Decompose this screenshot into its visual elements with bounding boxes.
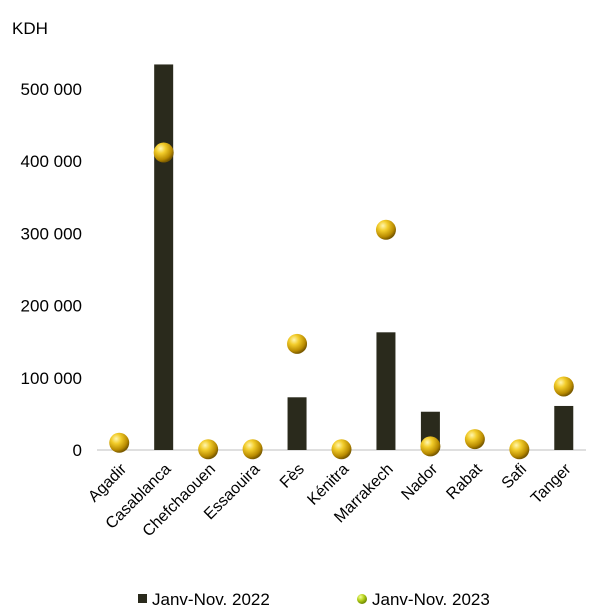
y-tick-label: 500 000: [21, 80, 82, 99]
legend-swatch-2022: [138, 594, 147, 603]
x-tick-label: Nador: [398, 460, 441, 503]
bar-casablanca: [154, 64, 173, 450]
bar-marrakech: [376, 332, 395, 450]
markers-2023: [109, 143, 574, 460]
marker-chefchaouen: [198, 439, 218, 459]
marker-essaouira: [243, 439, 263, 459]
y-tick-label: 200 000: [21, 297, 82, 316]
marker-casablanca: [154, 143, 174, 163]
marker-nador: [420, 436, 440, 456]
y-tick-label: 0: [73, 441, 82, 460]
x-tick-label: Safi: [499, 461, 531, 493]
x-tick-label: Rabat: [443, 460, 486, 503]
y-tick-label: 400 000: [21, 152, 82, 171]
y-unit-label: KDH: [12, 19, 48, 38]
y-tick-label: 300 000: [21, 224, 82, 243]
marker-safi: [509, 439, 529, 459]
legend-swatch-2023: [357, 594, 367, 604]
bars-2022: [154, 64, 573, 450]
marker-tanger: [554, 376, 574, 396]
marker-rabat: [465, 429, 485, 449]
bar-fès: [288, 397, 307, 450]
legend-label-2023: Janv-Nov. 2023: [372, 590, 490, 609]
marker-kénitra: [332, 439, 352, 459]
y-tick-label: 100 000: [21, 369, 82, 388]
legend-label-2022: Janv-Nov. 2022: [152, 590, 270, 609]
marker-marrakech: [376, 220, 396, 240]
x-tick-label: Tanger: [528, 460, 575, 507]
marker-agadir: [109, 433, 129, 453]
marker-fès: [287, 334, 307, 354]
legend: Janv-Nov. 2022 Janv-Nov. 2023: [138, 590, 490, 609]
x-tick-label: Fès: [277, 461, 308, 492]
y-axis-labels: 0 100 000 200 000 300 000 400 000 500 000: [21, 80, 82, 460]
bar-tanger: [554, 406, 573, 450]
